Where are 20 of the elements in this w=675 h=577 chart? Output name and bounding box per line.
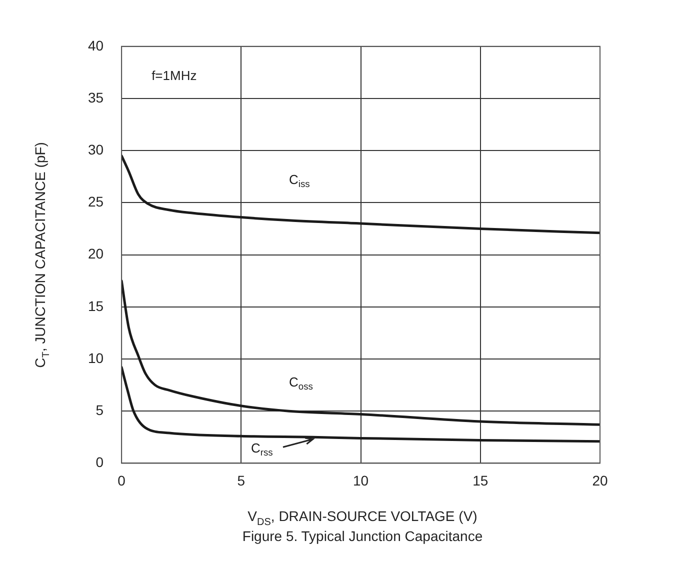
x-tick-label: 10 xyxy=(352,472,369,488)
line-series xyxy=(122,280,600,426)
y-tick-label: 30 xyxy=(88,141,104,158)
y-tick-label: 0 xyxy=(96,454,104,470)
line-series xyxy=(122,366,600,443)
y-tick-label: 20 xyxy=(88,246,104,262)
y-tick-label: 25 xyxy=(88,194,104,210)
x-tick-label: 0 xyxy=(118,472,126,488)
x-tick-label: 15 xyxy=(472,472,488,488)
text: Figure 5. Typical Junction Capacitance xyxy=(241,528,484,544)
y-tick-label: 10 xyxy=(88,350,104,366)
y-tick-label: 40 xyxy=(88,37,104,54)
y-tick-label: 35 xyxy=(88,89,104,106)
line-series xyxy=(122,154,600,234)
y-tick-label: 5 xyxy=(96,402,104,418)
y-tick-label: 15 xyxy=(88,298,104,314)
annotation: f=1MHz xyxy=(152,68,197,83)
x-tick-label: 5 xyxy=(237,472,246,488)
x-axis-title: V$_{DS}$, DRAIN-SOURCE VOLTAGE (V) xyxy=(246,508,478,528)
x-tick-label: 20 xyxy=(592,472,608,488)
